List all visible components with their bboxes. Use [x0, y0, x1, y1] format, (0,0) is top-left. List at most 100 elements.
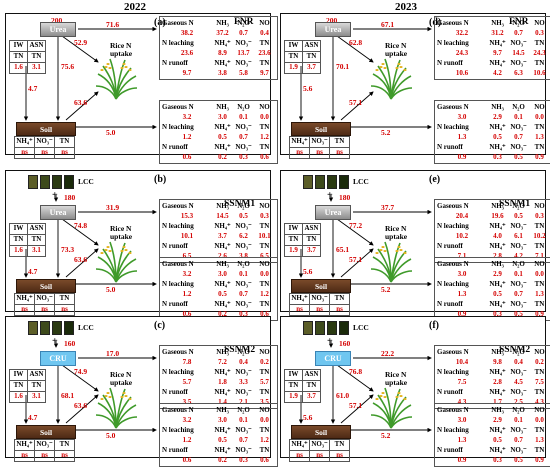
top-gas-values: 38.2 37.2 0.7 0.4	[180, 29, 269, 37]
top-table: Gaseous N NH₃ N₂O NO 20.4 19.6 0.5 0.3 N leachin…	[434, 199, 550, 263]
bottom-table: Gaseous N NH₃ N₂O NO 3.2 3.0 0.1 0.0 N leaching N…	[159, 100, 278, 164]
n-input-rate: 200	[326, 16, 338, 25]
flux-soil_up: 57.1	[349, 98, 363, 107]
top-runoff-header: N runoff NH₄⁺ NO₃⁻ TN	[437, 59, 545, 67]
flux-soil: 75.6	[61, 62, 75, 71]
n-input-rate: 160	[64, 339, 76, 348]
bottom-leach-header: N leaching NH₄⁺ NO₃⁻ TN	[437, 123, 545, 131]
flux-soil_up: 63.6	[74, 401, 88, 410]
bottom-leach-header: N leaching NH₄⁺ NO₃⁻ TN	[437, 426, 545, 434]
plus-sign: +	[52, 336, 58, 347]
flux-soil_right: 5.0	[106, 128, 116, 137]
bottom-gas-values: 3.0 2.9 0.1 0.0	[457, 270, 544, 278]
bottom-gas-header: Gaseous N NH₃ N₂O NO	[162, 103, 270, 111]
bottom-leach-values: 1.3 0.5 0.7 1.3	[457, 436, 544, 444]
soil-table: NH₄⁺ NO₃⁻ TN ns ns ns	[289, 293, 350, 316]
flux-uptake: 77.2	[349, 221, 363, 230]
lcc-chart	[28, 321, 74, 335]
panel-label: (d)	[429, 17, 442, 28]
scenario-name: SSNM1	[224, 199, 256, 209]
soil-box: Soil	[16, 122, 76, 136]
rice-uptake-label: Rice N uptake	[110, 224, 133, 241]
top-leach-values: 5.7 1.8 3.3 5.7	[182, 378, 269, 386]
top-runoff-header: N runoff NH₄⁺ NO₃⁻ TN	[162, 59, 270, 67]
top-runoff-values: 3.5 1.4 2.1 3.5	[182, 398, 269, 406]
lcc-swatch	[315, 175, 325, 189]
panel-e: (e) SSNM1 LCC +180 Urea IW ASN TN TN 1.9 3.7 37.7 77…	[280, 170, 550, 321]
lcc-swatch	[315, 321, 325, 335]
bottom-leach-header: N leaching NH₄⁺ NO₃⁻ TN	[162, 280, 270, 288]
bottom-table: Gaseous N NH₃ N₂O NO 3.2 3.0 0.1 0.0 N leaching N…	[159, 257, 278, 321]
top-leach-header: N leaching NH₄⁺ NO₃⁻ TN	[437, 39, 545, 47]
top-gas-values: 32.2 31.2 0.7 0.3	[455, 29, 544, 37]
top-runoff-values: 6.5 2.6 3.8 6.5	[182, 252, 269, 260]
lcc-swatch	[52, 321, 62, 335]
top-runoff-values: 7.1 2.8 4.2 7.1	[457, 252, 544, 260]
irrigation-table: IW ASN TN TN 1.9 3.7	[284, 40, 321, 74]
soil-table: NH₄⁺ NO₃⁻ TN ns ns ns	[289, 439, 350, 462]
bottom-gas-header: Gaseous N NH₃ N₂O NO	[437, 103, 545, 111]
lcc-swatch	[64, 175, 74, 189]
flux-soil_right: 5.2	[381, 431, 391, 440]
flux-soil_up: 63.6	[74, 98, 88, 107]
urea-fertilizer-box: Urea	[315, 205, 351, 220]
bottom-runoff-values: 0.6 0.2 0.3 0.6	[182, 153, 269, 161]
top-table: Gaseous N NH₃ N₂O NO 32.2 31.2 0.7 0.3 N leachin…	[434, 16, 550, 80]
soil-box: Soil	[291, 425, 351, 439]
lcc-swatch	[28, 175, 38, 189]
lcc-chart	[28, 175, 74, 189]
top-table: Gaseous N NH₃ N₂O NO 38.2 37.2 0.7 0.4 N leachin…	[159, 16, 278, 80]
bottom-runoff-values: 0.6 0.2 0.3 0.6	[182, 310, 269, 318]
bottom-leach-header: N leaching NH₄⁺ NO₃⁻ TN	[437, 280, 545, 288]
lcc-label: LCC	[353, 177, 369, 186]
bottom-runoff-values: 0.9 0.3 0.5 0.9	[457, 310, 544, 318]
flux-gas: 67.1	[381, 20, 395, 29]
flow-arrows	[23, 26, 157, 130]
flux-soil_right: 5.2	[381, 285, 391, 294]
plus-sign: +	[327, 190, 333, 201]
flux-uptake: 74.8	[74, 221, 88, 230]
bottom-runoff-header: N runoff NH₄⁺ NO₃⁻ TN	[437, 143, 545, 151]
flux-soil_right: 5.0	[106, 285, 116, 294]
panel-label: (b)	[154, 174, 167, 185]
bottom-leach-header: N leaching NH₄⁺ NO₃⁻ TN	[162, 123, 270, 131]
top-gas-values: 15.3 14.5 0.5 0.3	[180, 212, 269, 220]
lcc-swatch	[64, 321, 74, 335]
top-runoff-header: N runoff NH₄⁺ NO₃⁻ TN	[437, 388, 545, 396]
lcc-swatch	[40, 321, 50, 335]
bottom-runoff-header: N runoff NH₄⁺ NO₃⁻ TN	[162, 300, 270, 308]
lcc-label: LCC	[78, 323, 94, 332]
lcc-label: LCC	[353, 323, 369, 332]
soil-table: NH₄⁺ NO₃⁻ TN ns ns ns	[289, 136, 350, 159]
flux-uptake: 76.8	[349, 367, 363, 376]
flux-soil: 73.3	[61, 245, 75, 254]
bottom-gas-header: Gaseous N NH₃ N₂O NO	[437, 260, 545, 268]
bottom-gas-values: 3.2 3.0 0.1 0.0	[182, 416, 269, 424]
flux-gas: 22.2	[381, 349, 395, 358]
flux-soil_up: 63.6	[74, 255, 88, 264]
top-gas-header: Gaseous N NH₃ N₂O NO	[162, 348, 270, 356]
top-leach-header: N leaching NH₄⁺ NO₃⁻ TN	[162, 39, 270, 47]
top-gas-header: Gaseous N NH₃ N₂O NO	[437, 19, 545, 27]
panel-label: (c)	[154, 320, 166, 331]
cru-fertilizer-box: CRU	[315, 351, 351, 366]
top-runoff-header: N runoff NH₄⁺ NO₃⁻ TN	[437, 242, 545, 250]
flux-gas: 71.6	[106, 20, 120, 29]
flux-uptake: 74.9	[74, 367, 88, 376]
top-gas-values: 20.4 19.6 0.5 0.3	[455, 212, 544, 220]
panel-label: (e)	[429, 174, 441, 185]
n-input-rate: 180	[339, 193, 351, 202]
top-gas-values: 10.4 9.8 0.4 0.2	[455, 358, 544, 366]
urea-fertilizer-box: Urea	[40, 22, 76, 37]
bottom-gas-values: 3.2 3.0 0.1 0.0	[182, 270, 269, 278]
panel-f: (f) SSNM2 LCC +160 CRU IW ASN TN TN 1.9 3.7 22.2 76.…	[280, 316, 550, 467]
scenario-name: SSNM2	[224, 345, 256, 355]
urea-fertilizer-box: Urea	[40, 205, 76, 220]
panel-b: (b) SSNM1 LCC +180 Urea IW ASN TN TN 1.6 3.1 31.9 74…	[5, 170, 278, 321]
top-runoff-values: 10.6 4.2 6.3 10.6	[455, 69, 546, 77]
scenario-name: FNR	[234, 17, 254, 27]
flow-arrows	[23, 341, 157, 433]
bottom-table: Gaseous N NH₃ N₂O NO 3.0 2.9 0.1 0.0 N leaching N…	[434, 403, 550, 467]
flow-arrows	[298, 26, 432, 130]
scenario-name: SSNM1	[499, 199, 531, 209]
